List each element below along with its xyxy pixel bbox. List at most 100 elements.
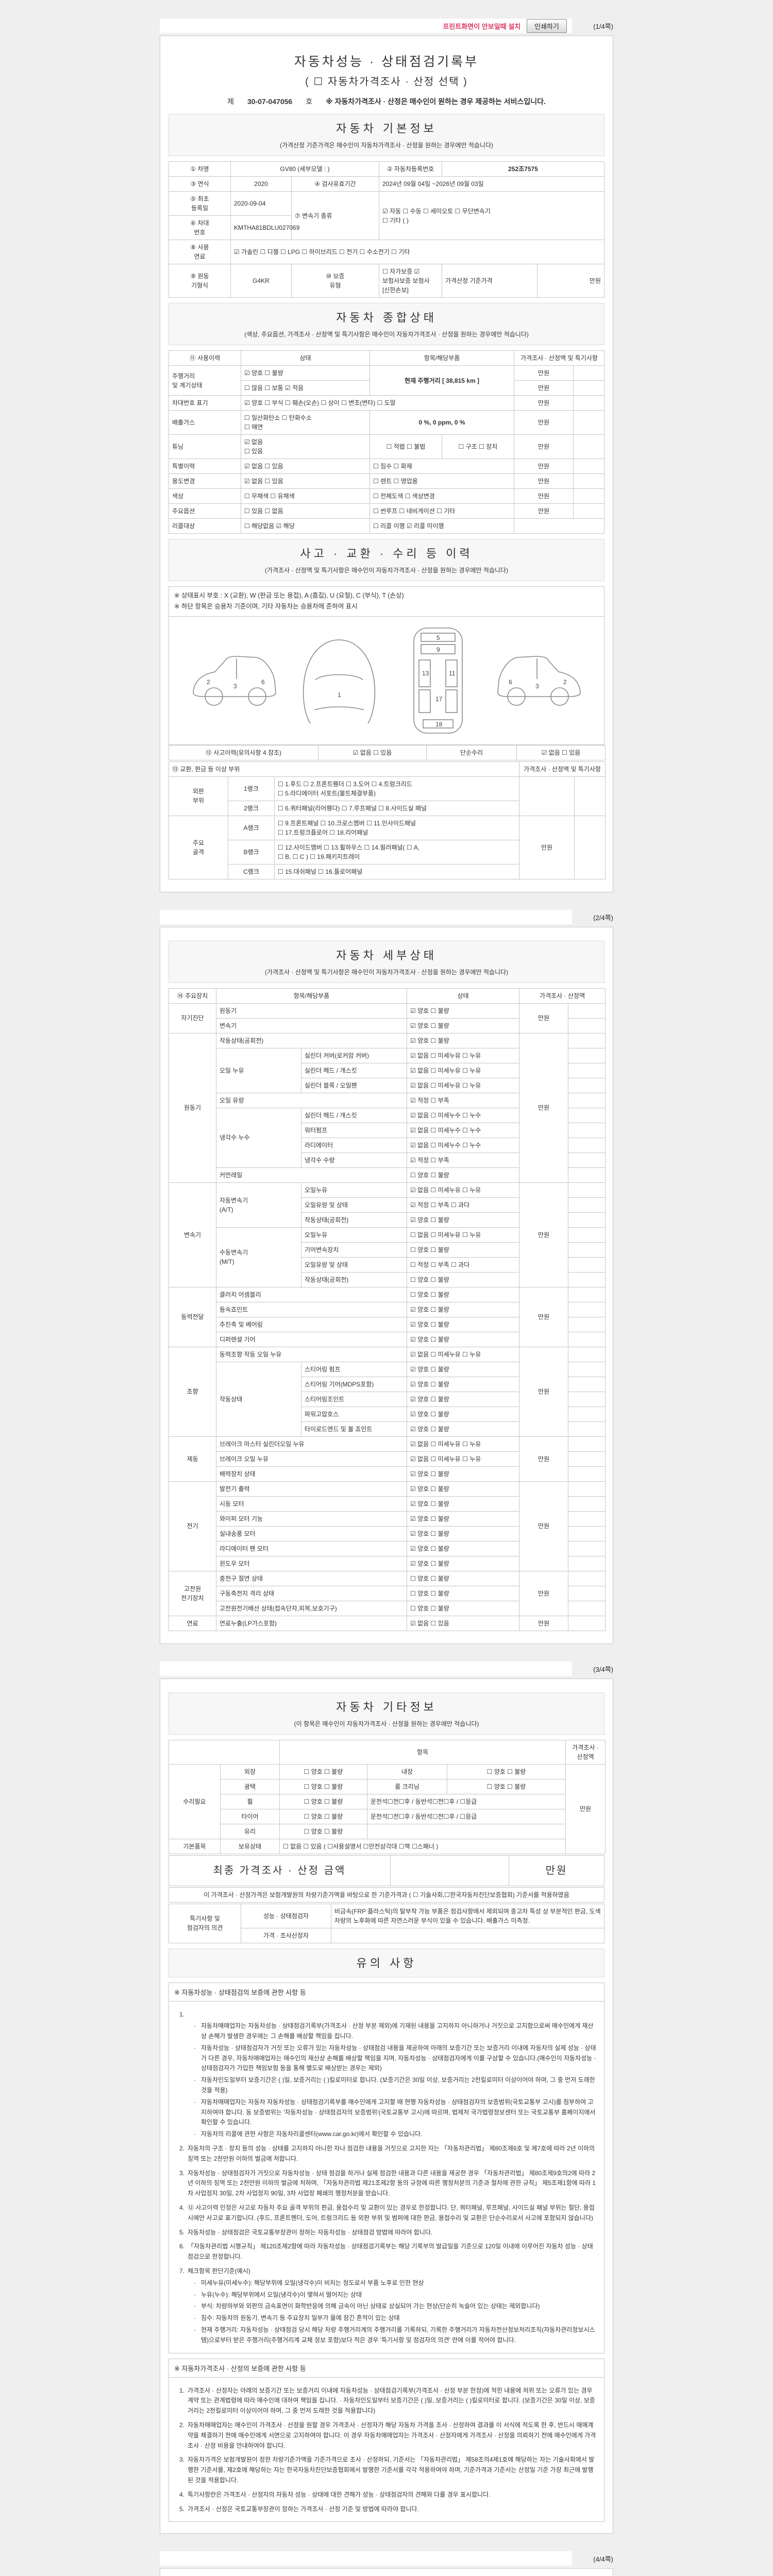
table-cell: 와이퍼 모터 기능	[215, 1511, 408, 1527]
table-cell: 충전구 절연 상태	[215, 1570, 408, 1586]
opinion-host: 특기사항 및 점검자의 의견 성능 · 상태점검자 비금속(FRP 플라스틱)의 탈…	[169, 1903, 604, 1943]
print-button[interactable]: 인쇄하기	[527, 19, 567, 33]
table-cell	[568, 1570, 606, 1586]
table-cell: ☑ 없음 ☐ 미세누유 ☐ 누유	[407, 1436, 520, 1452]
table-cell: 특별이력	[169, 459, 241, 474]
table-cell: G4KR	[230, 264, 292, 298]
table-cell: ④ 검사유효기간	[291, 176, 379, 192]
section-title: 자동차 세부상태	[336, 948, 437, 962]
table-cell: ☐ 양호 ☐ 불량	[407, 1286, 520, 1302]
price-basis-table: 이 가격조사 · 산정가격은 보험개발원의 차량기준가액을 바탕으로 한 기준가…	[169, 1887, 604, 1903]
table-cell: 휠	[220, 1793, 280, 1809]
notice-item: 3. 자동차성능 · 상태점검자가 거짓으로 자동차성능 · 상태 점검을 하거나…	[179, 2169, 596, 2197]
table-cell: 배출가스	[169, 410, 241, 435]
table-cell: ☐ 양호 ☐ 불량	[279, 1764, 367, 1780]
diagram-number: 6	[261, 679, 265, 686]
detail-condition-table: ⑭ 주요장치 항목/해당부품 상태 가격조사 · 산정액 자기진단 원동기 ☑ 양호 ☐ 불…	[169, 988, 606, 1631]
table-cell: ☑ 양호 ☐ 불량	[407, 1212, 520, 1228]
section-basic-info: 자동차 기본정보 (가격산정 기준가격은 매수인이 자동차가격조사 · 산정을 …	[169, 114, 604, 156]
table-cell: 내장	[367, 1764, 447, 1780]
report-page-2: 자동차 세부상태 (가격조사 · 산정액 및 특기사항은 매수인이 자동차가격조…	[160, 926, 613, 1644]
table-cell: ☐ 양호 ☐ 불량	[279, 1793, 367, 1809]
table-cell: 가격조사 · 산정액	[565, 1739, 606, 1765]
table-cell: ☑ 없음 ☐ 미세누유 ☐ 누유	[407, 1047, 520, 1063]
table-cell: 조향	[169, 1346, 216, 1437]
table-cell: 라디에이터	[300, 1137, 408, 1153]
notice-item: 2. 자동차의 구조 · 장치 등의 성능 · 상태를 고지하지 아니한 자나 점…	[179, 2145, 595, 2162]
table-cell: 광택	[220, 1778, 280, 1794]
table-cell: ☐ 양호 ☐ 불량	[407, 1600, 520, 1616]
table-cell: 작동상태(공회전)	[300, 1212, 408, 1228]
table-cell: 주요옵션	[169, 503, 241, 519]
toolbar-strip: 프린트화면이 안보일때 설치 인쇄하기	[160, 19, 572, 33]
table-cell	[568, 1511, 606, 1527]
overall-condition-table-host: ⑪ 사용이력 상태 항목/해당부품 가격조사 · 산정액 및 특기사항 주행거리 및 계…	[169, 350, 605, 534]
table-cell: 등속죠인트	[215, 1301, 408, 1317]
table-cell: 2020	[230, 176, 292, 192]
car-diagram-right-side: 2 3 6	[497, 655, 581, 706]
table-cell	[568, 1316, 606, 1332]
table-cell: ☐ 1.후드 ☐ 2.프론트휀더 ☐ 3.도어 ☐ 4.트렁크리드 ☐ 5.라디…	[274, 776, 519, 801]
table-cell: 만원	[514, 410, 574, 435]
table-cell: 만원	[519, 1436, 569, 1482]
notice-item: 2. 자동차매매업자는 매수인이 가격조사 · 산정을 원할 경우 가격조사 · …	[179, 2421, 596, 2449]
table-cell: 냉각수 누수	[216, 1107, 301, 1168]
table-cell: ☐ 있음 ☐ 없음	[241, 503, 370, 519]
table-cell: 수리필요	[169, 1764, 221, 1839]
table-cell: 룸 크리닝	[367, 1778, 447, 1794]
price-basis-host: 이 가격조사 · 산정가격은 보험개발원의 차량기준가액을 바탕으로 한 기준가…	[169, 1887, 604, 1903]
table-cell: 만원	[519, 1615, 569, 1631]
table-cell: 성능 · 상태점검자	[241, 1903, 331, 1928]
other-info-host: 항목 가격조사 · 산정액 수리필요 외장 ☐ 양호 ☐ 불량 내장 ☐ 양호 ☐ 불량 만원…	[169, 1739, 606, 1854]
table-cell: 운전석☐전☐후 / 동반석☐전☐후 / ☐응급	[366, 1808, 566, 1824]
table-cell: 타이로드엔드 및 볼 죠인트	[300, 1421, 408, 1437]
table-cell: 0 %, 0 ppm, 0 %	[369, 410, 515, 435]
table-cell: 냉각수 수량	[300, 1152, 408, 1168]
table-cell: 항목/해당부품	[369, 350, 515, 366]
table-cell: ☑ 양호 ☐ 불량	[407, 1421, 520, 1437]
notice-item: 4. ⑫ 사고이력 인정은 사고로 자동차 주요 골격 부위의 판금, 용접수리 …	[179, 2204, 595, 2222]
table-cell: 실린더 커버(로커암 커버)	[300, 1047, 408, 1063]
table-cell	[390, 1855, 509, 1886]
table-cell: ☑ 적정 ☐ 부족 ☐ 과다	[407, 1197, 520, 1213]
table-cell	[568, 1167, 606, 1183]
section-subtitle: (가격조사 · 산정액 및 특기사항은 매수인이 자동차가격조사 · 산정을 원…	[264, 968, 509, 976]
table-cell: ☐ 양호 ☐ 불량	[446, 1764, 566, 1780]
table-cell: 변속기	[169, 1182, 216, 1287]
overall-condition-table: ⑪ 사용이력 상태 항목/해당부품 가격조사 · 산정액 및 특기사항 주행거리 및 계…	[169, 350, 605, 534]
table-cell: ☐ 없음 ☐ 미세누유 ☐ 누유	[407, 1227, 520, 1243]
table-cell: ☐ 해당없음 ☑ 해당	[241, 518, 370, 534]
table-cell: 만원	[519, 1182, 569, 1287]
detail-condition-host: ⑭ 주요장치 항목/해당부품 상태 가격조사 · 산정액 자기진단 원동기 ☑ 양호 ☐ 불…	[169, 988, 606, 1631]
table-cell: ☑ 양호 ☐ 불량	[407, 1511, 520, 1527]
panel-rank-table: ⑬ 교환, 판금 등 이상 부위 가격조사 · 산정액 및 특기사항 외판 부위 1랭…	[169, 761, 606, 879]
table-cell: 2024년 09월 04일 ~2026년 09월 03일	[378, 176, 605, 192]
table-cell: 전기	[169, 1481, 216, 1571]
table-cell: 발전기 출력	[215, 1481, 408, 1497]
table-cell: 주요 골격	[169, 815, 228, 879]
notice-item: 7. 체크항목 판단기준(예시)	[179, 2267, 250, 2275]
car-diagram-front: 1	[303, 639, 375, 724]
table-cell	[574, 815, 606, 879]
table-cell: 커먼레일	[215, 1167, 408, 1183]
table-cell	[568, 1391, 606, 1407]
table-cell: 운전석☐전☐후 / 동반석☐전☐후 / ☐응급	[366, 1793, 566, 1809]
table-cell: 특기사항 및 점검자의 의견	[169, 1903, 241, 1943]
table-cell: 스티어링조인트	[300, 1391, 408, 1407]
table-cell	[568, 1600, 606, 1616]
table-cell: 원동기	[169, 1032, 216, 1183]
table-cell: 리콜대상	[169, 518, 241, 534]
table-cell: C랭크	[228, 863, 275, 879]
table-cell: 유리	[220, 1823, 280, 1839]
pagebar-3: (3/4쪽)	[160, 1661, 613, 1676]
table-cell: ☐ 렌트 ☐ 영업용	[369, 473, 515, 489]
table-cell: 오일 누유	[216, 1047, 301, 1093]
table-cell: 타이어	[220, 1808, 280, 1824]
table-cell: ⑬ 교환, 판금 등 이상 부위	[169, 761, 519, 777]
table-cell: 동력전달	[169, 1286, 216, 1347]
table-cell: 오일유량 및 상태	[300, 1197, 408, 1213]
table-cell: ☐ 썬루프 ☐ 네비게이션 ☐ 기타	[369, 503, 515, 519]
table-cell: 오일 유량	[215, 1092, 408, 1108]
table-cell: 튜닝	[169, 434, 241, 459]
section-subtitle: (색상, 주요옵션, 가격조사 · 산정액 및 특기사항은 매수인이 자동차가격…	[244, 331, 529, 338]
